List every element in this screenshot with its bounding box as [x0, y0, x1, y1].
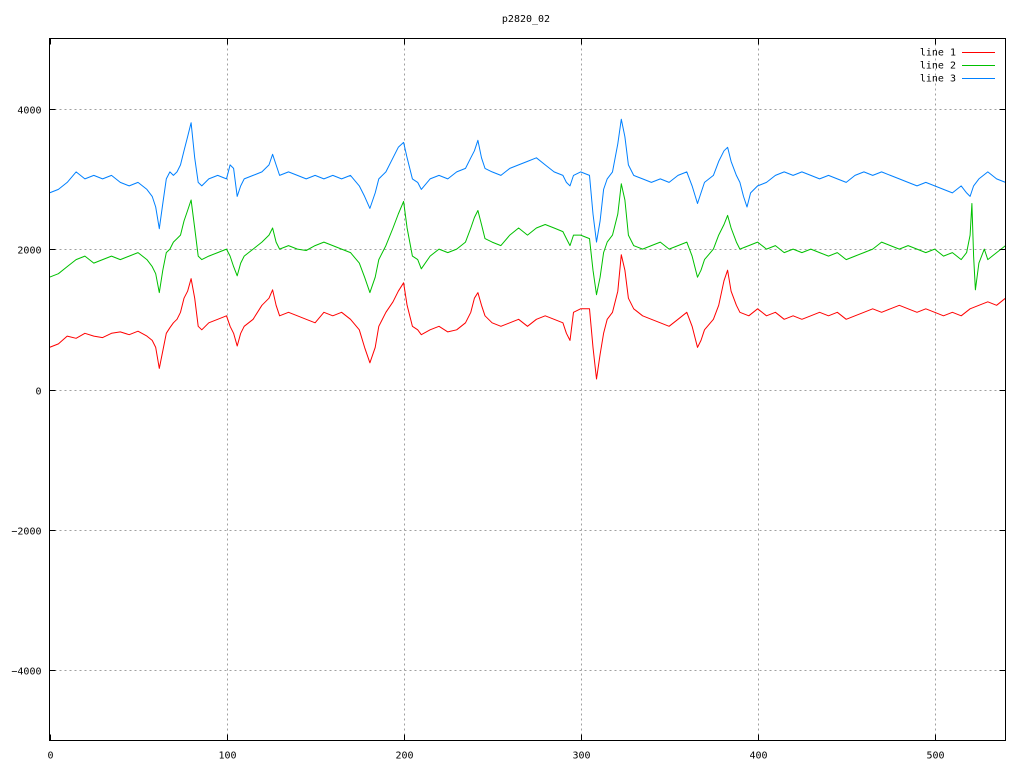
y-tick-label: −4000	[11, 667, 41, 678]
x-tick-label: 300	[572, 751, 590, 762]
x-tick-label: 400	[749, 751, 767, 762]
series-layer	[49, 118, 1006, 380]
plot-frame	[49, 38, 1006, 741]
legend-label-3: line 3	[920, 74, 956, 85]
grid-layer	[49, 38, 1006, 741]
chart-title: p2820_02	[502, 14, 550, 25]
legend-label-2: line 2	[920, 61, 956, 72]
x-tick-label: 200	[395, 751, 413, 762]
x-tick-label: 100	[218, 751, 236, 762]
series-line-1	[49, 254, 1006, 380]
legend-label-1: line 1	[920, 48, 956, 59]
y-tick-label: −2000	[11, 527, 41, 538]
series-line-3	[49, 118, 1006, 243]
x-tick-label: 0	[47, 751, 53, 762]
x-tick-label: 500	[926, 751, 944, 762]
y-tick-label: 4000	[17, 106, 41, 117]
legend: line 1 line 2 line 3	[920, 48, 995, 85]
y-tick-label: 0	[35, 387, 41, 398]
tick-layer: 0 100 200 300 400 500 −4000 −2000 0 2000 4000	[11, 38, 1006, 762]
y-tick-label: 2000	[17, 246, 41, 257]
series-line-2	[49, 183, 1006, 296]
